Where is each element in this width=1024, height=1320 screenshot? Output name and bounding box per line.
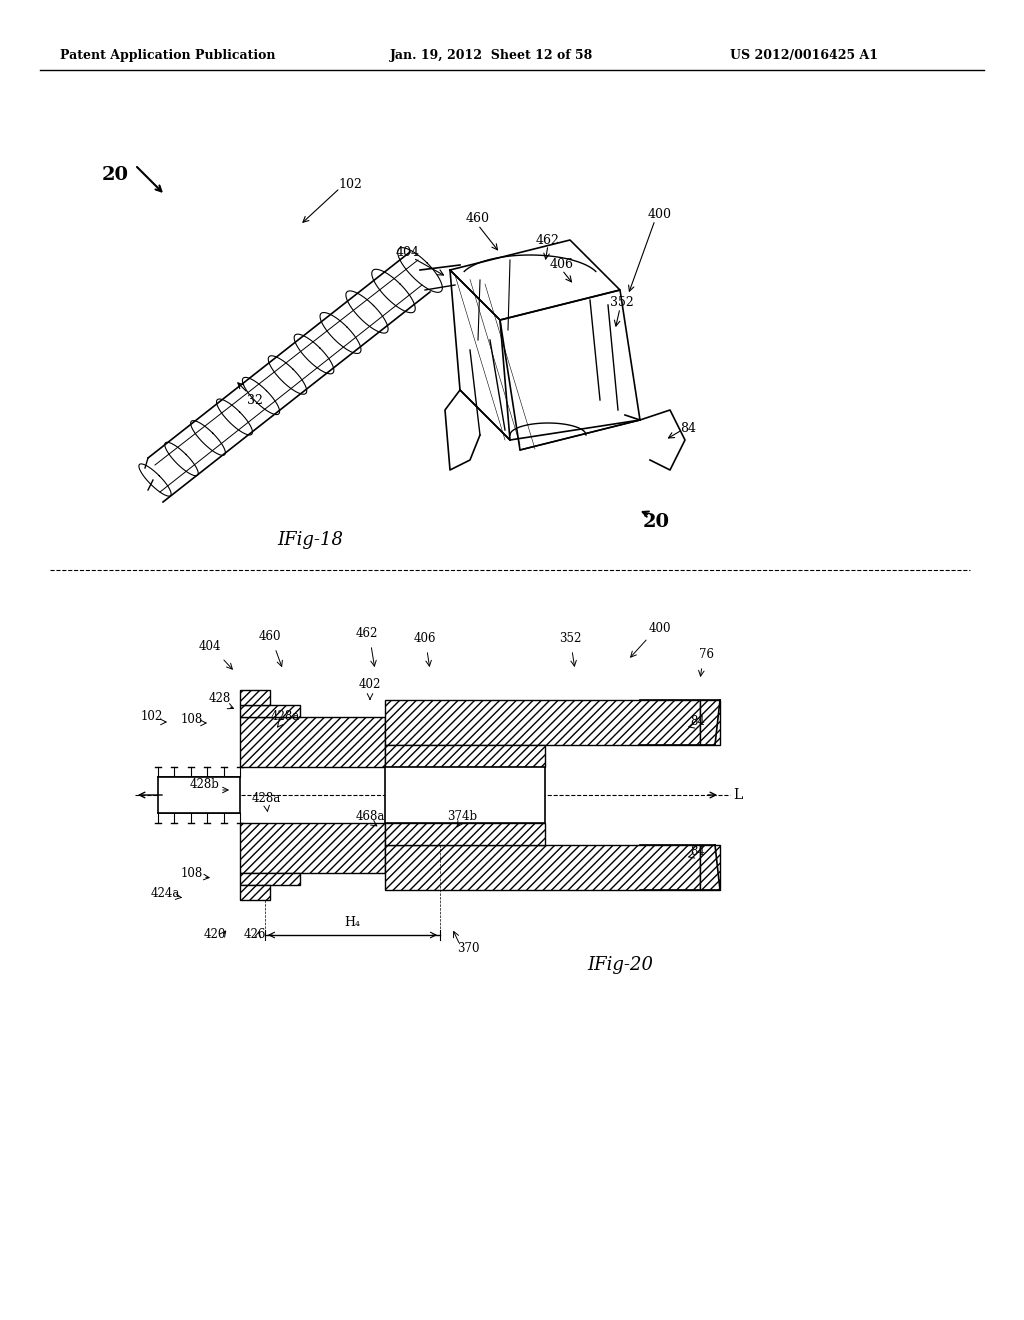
Text: 108: 108 — [181, 713, 203, 726]
Text: 374b: 374b — [446, 810, 477, 822]
Text: 428a: 428a — [251, 792, 281, 805]
Bar — [385, 700, 700, 744]
Text: 402: 402 — [358, 678, 381, 690]
Text: 84: 84 — [680, 421, 696, 434]
Text: 84: 84 — [690, 715, 706, 729]
Text: IFig-18: IFig-18 — [278, 531, 343, 549]
Text: 404: 404 — [199, 640, 221, 653]
Text: 102: 102 — [141, 710, 163, 723]
Text: 20: 20 — [642, 513, 670, 531]
Text: 460: 460 — [259, 630, 282, 643]
Bar — [385, 822, 545, 845]
Text: Jan. 19, 2012  Sheet 12 of 58: Jan. 19, 2012 Sheet 12 of 58 — [390, 49, 593, 62]
Bar — [700, 700, 720, 744]
Bar — [158, 777, 240, 813]
Text: 352: 352 — [559, 632, 582, 645]
Text: 400: 400 — [649, 622, 672, 635]
Text: 406: 406 — [550, 259, 574, 272]
Bar — [700, 845, 720, 890]
Bar — [240, 884, 270, 900]
Bar — [240, 717, 385, 767]
Text: 20: 20 — [101, 166, 128, 183]
Text: 468a: 468a — [355, 810, 385, 822]
Text: 462: 462 — [536, 234, 560, 247]
Bar — [240, 873, 300, 884]
Text: 84: 84 — [690, 845, 706, 858]
Text: 428: 428 — [209, 692, 231, 705]
Text: 32: 32 — [247, 393, 263, 407]
Text: 420: 420 — [204, 928, 226, 941]
Bar — [240, 822, 385, 873]
Text: US 2012/0016425 A1: US 2012/0016425 A1 — [730, 49, 878, 62]
Bar — [385, 845, 700, 890]
Text: 400: 400 — [648, 209, 672, 222]
Text: 462: 462 — [355, 627, 378, 640]
Text: IFig-20: IFig-20 — [587, 956, 653, 974]
Bar — [240, 690, 270, 705]
Text: 76: 76 — [698, 648, 714, 661]
Text: 102: 102 — [338, 178, 361, 191]
Text: Patent Application Publication: Patent Application Publication — [60, 49, 275, 62]
Bar — [240, 705, 300, 717]
Text: L: L — [733, 788, 742, 803]
Bar — [385, 744, 545, 767]
Text: 460: 460 — [466, 211, 490, 224]
Text: 108: 108 — [181, 867, 203, 880]
Text: 424a: 424a — [151, 887, 179, 900]
Text: H₄: H₄ — [344, 916, 360, 929]
Text: 404: 404 — [396, 247, 420, 260]
Text: 428b: 428b — [190, 777, 220, 791]
Text: 406: 406 — [414, 632, 436, 645]
Text: 352: 352 — [610, 296, 634, 309]
Text: 370: 370 — [457, 942, 479, 954]
Bar — [385, 767, 545, 822]
Text: 428a: 428a — [270, 710, 300, 723]
Text: 426: 426 — [244, 928, 266, 941]
